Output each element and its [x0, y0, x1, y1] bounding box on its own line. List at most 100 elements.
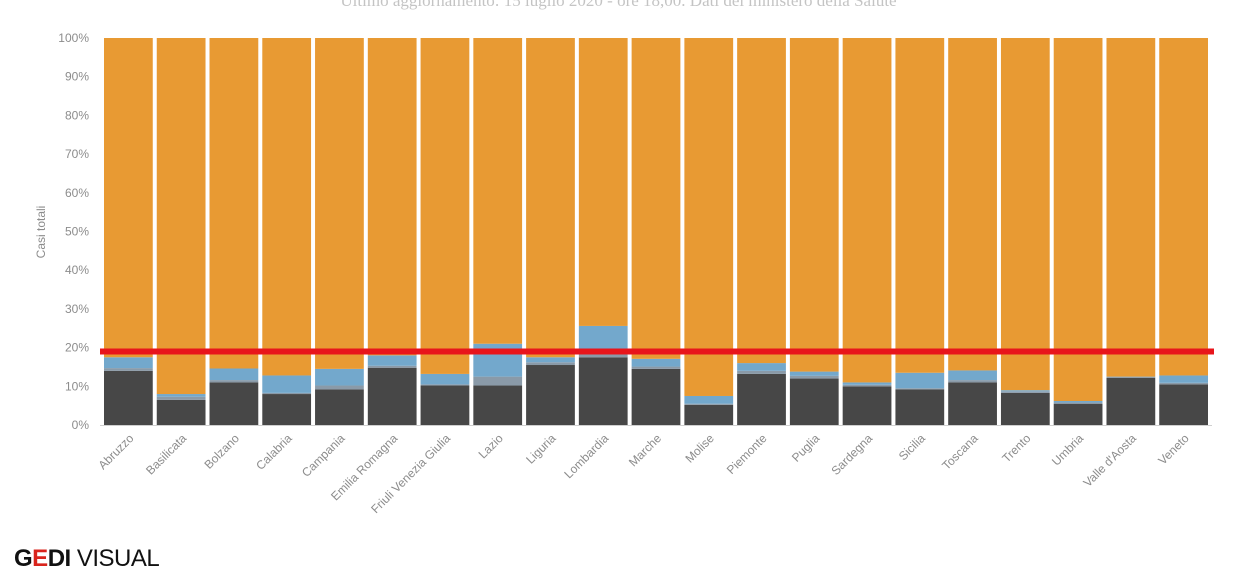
bar-segment-2 [104, 357, 153, 369]
bar-segment-1 [789, 375, 839, 379]
bar-segment-3 [473, 38, 523, 344]
gedi-visual-logo: GEDI VISUAL [14, 545, 160, 572]
bar-segment-0 [262, 394, 312, 425]
bar-segment-2 [526, 357, 575, 363]
bar-segment-3 [842, 38, 892, 383]
bar-segment-0 [156, 399, 206, 425]
bar-segment-3 [104, 38, 153, 358]
y-tick-label: 30% [65, 302, 89, 316]
bar-segment-1 [895, 388, 945, 390]
x-tick-label: Bolzano [201, 431, 242, 472]
bar-segment-1 [842, 384, 892, 387]
bar-segment-0 [526, 365, 575, 425]
bar-segment-1 [1159, 382, 1208, 385]
x-tick-label: Abruzzo [95, 431, 136, 472]
y-tick-label: 70% [65, 147, 89, 161]
bar-segment-1 [1000, 391, 1050, 393]
bar-segment-3 [789, 38, 839, 372]
bar-segment-0 [895, 389, 945, 425]
bar-segment-2 [1159, 375, 1208, 383]
bar-segment-1 [209, 380, 259, 383]
stacked-bar-chart: 0% 10% 20% 30% 40% 50% 60% 70% 80% 90% 100% Abruzz… [34, 31, 1214, 516]
x-tick-label: Campania [299, 431, 348, 480]
bar-segment-3 [578, 38, 628, 326]
bar-segment-2 [684, 395, 734, 404]
x-tick-label: Lazio [476, 431, 506, 461]
bar-segment-0 [315, 389, 364, 425]
bar-segment-1 [473, 376, 523, 386]
bar-segment-0 [578, 357, 628, 425]
x-tick-label: Sicilia [896, 431, 928, 463]
x-tick-label: Calabria [253, 431, 295, 473]
bar-segment-1 [526, 362, 575, 366]
bar-segment-1 [367, 365, 417, 368]
bar-segment-2 [156, 394, 206, 397]
bar-segment-3 [526, 38, 575, 358]
bar-segment-2 [367, 355, 417, 366]
bar-segment-2 [737, 363, 786, 371]
y-tick-label: 80% [65, 108, 89, 122]
bar-segment-2 [209, 368, 259, 381]
bar-segment-3 [315, 38, 364, 369]
x-tick-label: Toscana [939, 431, 981, 473]
bar-segment-0 [420, 385, 470, 425]
bar-segment-2 [842, 382, 892, 385]
x-tick-label: Piemonte [724, 431, 770, 477]
bar-segment-0 [1000, 392, 1050, 425]
bar-segment-0 [684, 404, 734, 425]
bars [104, 38, 1208, 425]
bar-segment-3 [684, 38, 734, 396]
x-tick-label: Sardegna [828, 431, 875, 478]
bar-segment-1 [262, 392, 312, 395]
chart-subtitle: Ultimo aggiornamento: 15 luglio 2020 - o… [340, 0, 897, 10]
bar-segment-2 [578, 325, 628, 352]
bar-segment-3 [420, 38, 470, 374]
bar-segment-1 [104, 368, 153, 371]
bar-segment-2 [948, 370, 997, 381]
bar-segment-0 [842, 386, 892, 425]
bar-segment-0 [1159, 384, 1208, 425]
x-tick-label: Umbria [1049, 431, 1086, 468]
bar-segment-0 [473, 385, 523, 425]
y-tick-label: 90% [65, 70, 89, 84]
bar-segment-3 [367, 38, 417, 356]
bar-segment-2 [315, 368, 364, 386]
x-tick-label: Valle d'Aosta [1080, 431, 1139, 490]
bar-segment-1 [948, 380, 997, 383]
y-tick-label: 0% [72, 418, 90, 432]
y-tick-label: 100% [58, 31, 89, 45]
bar-segment-3 [1106, 38, 1156, 377]
x-tick-label: Puglia [789, 431, 823, 465]
bar-segment-3 [156, 38, 206, 395]
x-tick-label: Marche [626, 431, 664, 469]
bar-segment-3 [895, 38, 945, 373]
bar-segment-2 [1000, 390, 1050, 392]
bar-segment-1 [420, 384, 470, 386]
y-axis: 0% 10% 20% 30% 40% 50% 60% 70% 80% 90% 100% [58, 31, 89, 432]
bar-segment-3 [209, 38, 259, 369]
bar-segment-1 [156, 396, 206, 400]
bar-segment-1 [737, 370, 786, 374]
bar-segment-0 [737, 373, 786, 425]
bar-segment-2 [789, 371, 839, 376]
y-tick-label: 20% [65, 341, 89, 355]
y-tick-label: 10% [65, 379, 89, 393]
x-axis: Abruzzo Basilicata Bolzano Calabria Campania… [95, 425, 1212, 516]
bar-segment-0 [367, 367, 417, 425]
bar-segment-0 [104, 370, 153, 425]
bar-segment-1 [1106, 377, 1156, 378]
x-tick-label: Veneto [1155, 431, 1192, 468]
x-tick-label: Lombardia [561, 431, 611, 481]
bar-segment-3 [1159, 38, 1208, 376]
bar-segment-1 [631, 366, 681, 369]
y-tick-label: 50% [65, 225, 89, 239]
bar-segment-1 [684, 403, 734, 405]
x-tick-label: Molise [682, 431, 717, 466]
bar-segment-0 [789, 378, 839, 425]
bar-segment-0 [1053, 403, 1103, 425]
bar-segment-0 [1106, 377, 1156, 425]
bar-segment-3 [948, 38, 997, 371]
bar-segment-2 [1053, 401, 1103, 403]
bar-segment-2 [420, 373, 470, 385]
bar-segment-2 [895, 372, 945, 389]
